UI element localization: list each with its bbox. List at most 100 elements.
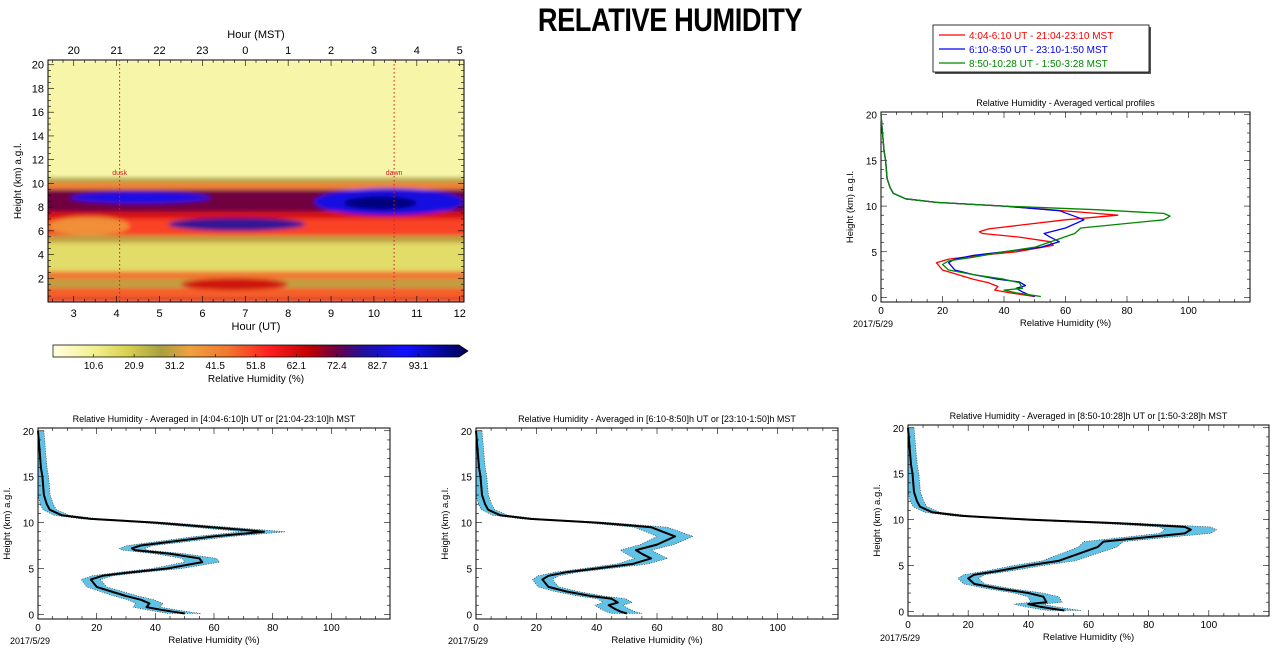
x-tick-label: 20 xyxy=(91,623,103,634)
x-tick-label: 7 xyxy=(242,308,248,320)
y-tick-label: 0 xyxy=(871,293,877,304)
chart-title: Relative Humidity - Averaged in [8:50-10… xyxy=(950,411,1228,421)
heatmap-blob xyxy=(343,196,417,210)
heatmap-layer xyxy=(48,271,464,280)
x-axis-label: Relative Humidity (%) xyxy=(168,635,259,646)
x-tick-label: 12 xyxy=(454,308,466,320)
x-axis-label: Relative Humidity (%) xyxy=(1020,318,1111,329)
heatmap-layer xyxy=(48,242,464,272)
x-tick-label: 40 xyxy=(150,623,162,634)
series-line xyxy=(37,430,265,615)
y-tick-label: 20 xyxy=(32,60,44,72)
heatmap-layer xyxy=(48,182,464,190)
y-tick-label: 15 xyxy=(866,156,878,167)
y-tick-label: 10 xyxy=(893,516,905,527)
y-tick-label: 20 xyxy=(23,427,35,438)
annotation-label: dawn xyxy=(386,170,403,177)
x-tick-label: 80 xyxy=(1121,306,1133,317)
page-title: RELATIVE HUMIDITY xyxy=(537,2,803,38)
x-tick-label: 100 xyxy=(323,623,340,634)
annotation-label: dusk xyxy=(112,170,127,177)
chart-title: Relative Humidity - Averaged in [4:04-6:… xyxy=(73,414,356,424)
heatmap-field xyxy=(48,60,464,302)
x-tick-label: 80 xyxy=(1143,620,1155,631)
uncertainty-band xyxy=(37,430,286,614)
colorbar-tick-label: 31.2 xyxy=(165,361,185,372)
x-tick-label: 0 xyxy=(473,623,479,634)
top-axis-label: Hour (MST) xyxy=(227,29,284,41)
top-tick-label: 22 xyxy=(153,45,165,57)
x-tick-label: 40 xyxy=(1023,620,1035,631)
date-label: 2017/5/29 xyxy=(448,636,488,646)
heatmap-layer xyxy=(48,177,464,183)
y-tick-label: 20 xyxy=(893,424,905,435)
y-tick-label: 10 xyxy=(32,178,44,190)
x-axis-label: Relative Humidity (%) xyxy=(1043,632,1134,643)
y-tick-label: 0 xyxy=(28,610,34,621)
x-tick-label: 5 xyxy=(156,308,162,320)
colorbar-tick-label: 93.1 xyxy=(409,361,429,372)
x-axis-label: Hour (UT) xyxy=(232,321,281,333)
colorbar-tick-label: 10.6 xyxy=(84,361,104,372)
top-tick-label: 0 xyxy=(242,45,248,57)
top-tick-label: 4 xyxy=(414,45,420,57)
x-tick-label: 60 xyxy=(1083,620,1095,631)
colorbar-tick-label: 82.7 xyxy=(368,361,388,372)
y-tick-label: 10 xyxy=(866,202,878,213)
y-tick-label: 15 xyxy=(23,473,35,484)
series-line xyxy=(880,114,1171,298)
y-tick-label: 15 xyxy=(893,470,905,481)
x-tick-label: 0 xyxy=(35,623,41,634)
top-tick-label: 23 xyxy=(196,45,208,57)
colorbar-tick-label: 20.9 xyxy=(124,361,144,372)
x-tick-label: 20 xyxy=(531,623,543,634)
top-tick-label: 1 xyxy=(285,45,291,57)
y-tick-label: 14 xyxy=(32,131,44,143)
date-label: 2017/5/29 xyxy=(853,319,893,329)
x-tick-label: 11 xyxy=(411,308,422,320)
x-tick-label: 80 xyxy=(267,623,279,634)
y-axis-label: Height (km) a.g.l. xyxy=(872,484,883,556)
heatmap-layer xyxy=(48,60,464,178)
top-tick-label: 20 xyxy=(68,45,80,57)
legend-label: 6:10-8:50 UT - 23:10-1:50 MST xyxy=(969,45,1108,56)
x-tick-label: 0 xyxy=(878,306,884,317)
heatmap-blob xyxy=(48,216,130,236)
plot-frame xyxy=(907,424,1270,617)
top-tick-label: 2 xyxy=(328,45,334,57)
legend-label: 8:50-10:28 UT - 1:50-3:28 MST xyxy=(969,59,1108,70)
y-tick-label: 10 xyxy=(23,519,35,530)
x-tick-label: 0 xyxy=(905,620,911,631)
y-tick-label: 0 xyxy=(466,610,472,621)
x-tick-label: 80 xyxy=(712,623,724,634)
top-tick-label: 5 xyxy=(457,45,463,57)
colorbar xyxy=(52,344,469,358)
legend-label: 4:04-6:10 UT - 21:04-23:10 MST xyxy=(969,31,1113,42)
legend xyxy=(932,24,1150,73)
heatmap-blob xyxy=(69,191,211,204)
x-axis-label: Relative Humidity (%) xyxy=(611,635,702,646)
chart-title: Relative Humidity - Averaged vertical pr… xyxy=(976,98,1155,108)
top-tick-label: 21 xyxy=(110,45,122,57)
y-tick-label: 15 xyxy=(461,473,473,484)
x-tick-label: 60 xyxy=(651,623,663,634)
x-tick-label: 8 xyxy=(285,308,291,320)
heatmap-layer xyxy=(48,287,464,299)
y-tick-label: 12 xyxy=(32,155,44,167)
heatmap-blob xyxy=(180,278,289,291)
top-tick-label: 3 xyxy=(371,45,377,57)
x-tick-label: 60 xyxy=(208,623,220,634)
x-tick-label: 6 xyxy=(199,308,205,320)
y-tick-label: 20 xyxy=(461,427,473,438)
y-tick-label: 6 xyxy=(38,226,44,238)
y-axis-label: Height (km) a.g.l. xyxy=(845,171,856,243)
series-line xyxy=(475,430,677,615)
x-tick-label: 100 xyxy=(769,623,786,634)
x-tick-label: 40 xyxy=(591,623,603,634)
y-tick-label: 5 xyxy=(466,564,472,575)
x-tick-label: 4 xyxy=(114,308,120,320)
x-tick-label: 100 xyxy=(1180,306,1197,317)
